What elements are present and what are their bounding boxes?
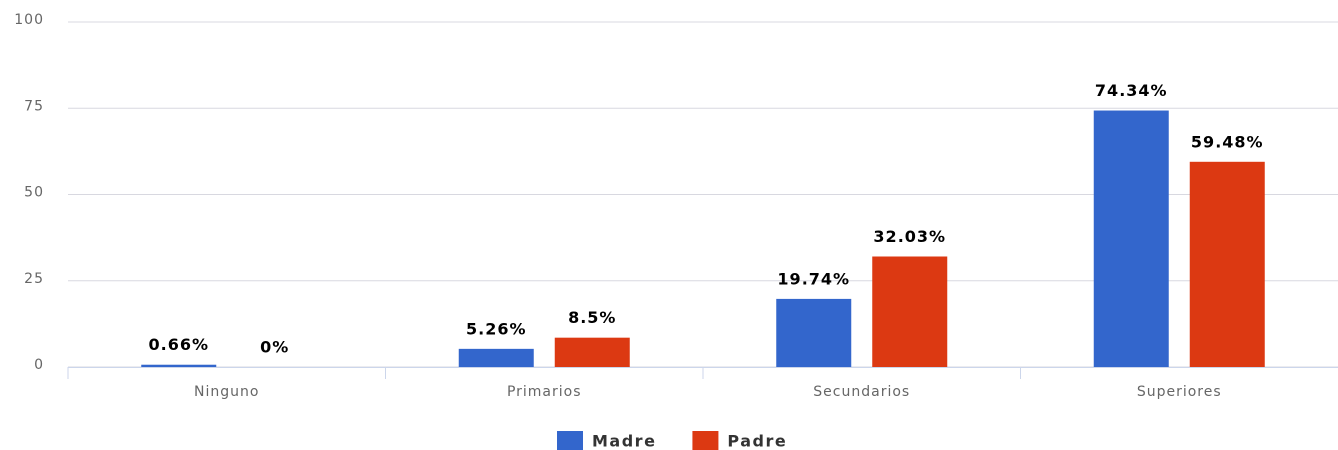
y-tick-label: 50 (24, 185, 44, 201)
x-tick-label: Secundarios (813, 384, 910, 400)
y-tick-label: 0 (34, 357, 44, 373)
value-label: 74.34% (1095, 81, 1168, 100)
legend-swatch (692, 431, 719, 450)
bar (554, 337, 630, 367)
y-tick-label: 25 (24, 271, 44, 287)
y-tick-label: 75 (24, 98, 44, 114)
bar (872, 256, 948, 367)
x-tick-label: Superiores (1137, 384, 1222, 400)
value-label: 0% (260, 338, 289, 357)
legend-label: Padre (727, 432, 787, 450)
y-tick-label: 100 (14, 12, 44, 28)
value-label: 59.48% (1191, 132, 1264, 151)
value-label: 19.74% (777, 269, 850, 288)
x-tick-label: Primarios (507, 384, 582, 400)
legend-swatch (557, 431, 583, 450)
value-label: 5.26% (466, 319, 527, 338)
value-label: 0.66% (148, 335, 209, 354)
value-label: 8.5% (568, 308, 616, 327)
bar (1189, 161, 1265, 367)
bar (458, 348, 534, 367)
x-tick-label: Ninguno (194, 384, 259, 400)
bar (776, 298, 852, 367)
legend-label: Madre (592, 432, 656, 450)
value-label: 32.03% (873, 227, 946, 246)
bar (141, 364, 217, 367)
bar (1093, 110, 1169, 367)
